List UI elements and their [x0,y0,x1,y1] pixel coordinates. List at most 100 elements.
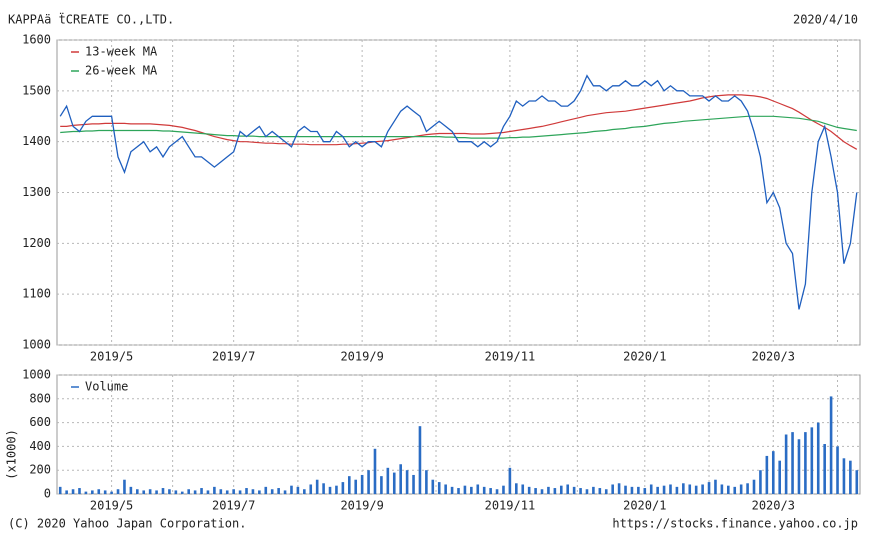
volume-bar [251,489,255,494]
volume-bar [463,485,467,494]
y-tick-label: 1000 [22,338,51,352]
volume-bar [816,422,820,494]
volume-bar [765,455,769,494]
x-tick-label: 2020/1 [623,499,666,513]
volume-bar [572,486,576,494]
volume-bar [232,489,235,494]
volume-bar [688,484,692,494]
volume-bar [778,460,781,494]
volume-bar [373,448,377,494]
y-tick-label: 800 [29,391,51,405]
volume-bar [238,490,242,494]
price-line [60,94,858,150]
volume-bar [559,485,563,494]
copyright: (C) 2020 Yahoo Japan Corporation. [8,517,246,531]
x-tick-label: 2020/3 [752,350,795,364]
volume-bar [277,488,280,494]
x-tick-label: 2019/5 [90,499,133,513]
x-tick-label: 2019/9 [340,350,383,364]
volume-bar [457,488,460,494]
volume-bar [58,486,62,494]
volume-bar [611,484,614,494]
volume-bar [823,444,826,494]
volume-bar [759,470,762,494]
volume-bar [849,460,852,494]
y-tick-label: 1300 [22,185,51,199]
volume-bar [78,488,81,494]
volume-bar [142,490,146,494]
volume-bar [656,486,659,494]
volume-bar [836,446,839,494]
volume-bar [784,434,788,494]
volume-bar [521,484,525,494]
volume-bar [219,489,223,494]
volume-bar [534,488,537,494]
volume-bar [328,486,332,494]
volume-bar [739,484,743,494]
volume-bar [161,488,165,494]
volume-bar [617,483,621,494]
x-tick-label: 2019/5 [90,350,133,364]
volume-bar [187,489,190,494]
y-tick-label: 1100 [22,287,51,301]
volume-bar [585,489,589,494]
y-tick-label: 400 [29,439,51,453]
volume-bar [444,484,447,494]
volume-bar [829,396,833,494]
volume-bar [515,483,518,494]
volume-bar [727,485,730,494]
volume-bar [592,486,595,494]
volume-bar [598,488,602,494]
volume-bar [65,490,68,494]
volume-bar [367,470,370,494]
volume-bar [649,484,653,494]
volume-bar [682,483,685,494]
volume-bar [412,474,415,494]
volume-bar [502,485,505,494]
volume-bar [418,426,422,494]
volume-bar [296,486,300,494]
volume-bar [476,484,480,494]
y-tick-label: 1400 [22,134,51,148]
volume-bar [675,486,679,494]
volume-bar [482,486,486,494]
volume-bar [733,486,737,494]
volume-bar [386,467,390,494]
volume-bar [553,488,557,494]
legend-label: 13-week MA [85,45,158,59]
volume-bar [797,439,801,494]
volume-bar [669,484,672,494]
volume-bar [335,485,338,494]
volume-bar [630,486,634,494]
volume-bar [714,479,717,494]
company-title: KAPPAä ẗCREATE CO.,LTD. [8,12,174,27]
date: 2020/4/10 [793,13,858,27]
x-tick-label: 2019/11 [485,350,536,364]
volume-bar [91,490,94,494]
volume-bar [315,479,319,494]
volume-bar [527,486,531,494]
legend-label: Volume [85,380,128,394]
legend-label: 26-week MA [85,64,158,78]
y-tick-label: 1500 [22,83,51,97]
volume-bar [148,489,152,494]
volume-bar [437,482,441,494]
volume-bar [720,484,724,494]
volume-bar [200,488,203,494]
x-tick-label: 2019/9 [340,499,383,513]
volume-bar [309,484,313,494]
volume-bar [405,470,409,494]
volume-bar [354,479,358,494]
volume-bar [489,488,492,494]
volume-bar [566,484,570,494]
volume-bar [399,464,402,494]
volume-bar [258,490,261,494]
volume-bar [245,488,248,494]
volume-bar [470,486,473,494]
volume-bar [110,491,113,494]
volume-bar [450,486,454,494]
volume-bar [752,479,756,494]
volume-bar [136,489,139,494]
volume-bar [116,489,120,494]
